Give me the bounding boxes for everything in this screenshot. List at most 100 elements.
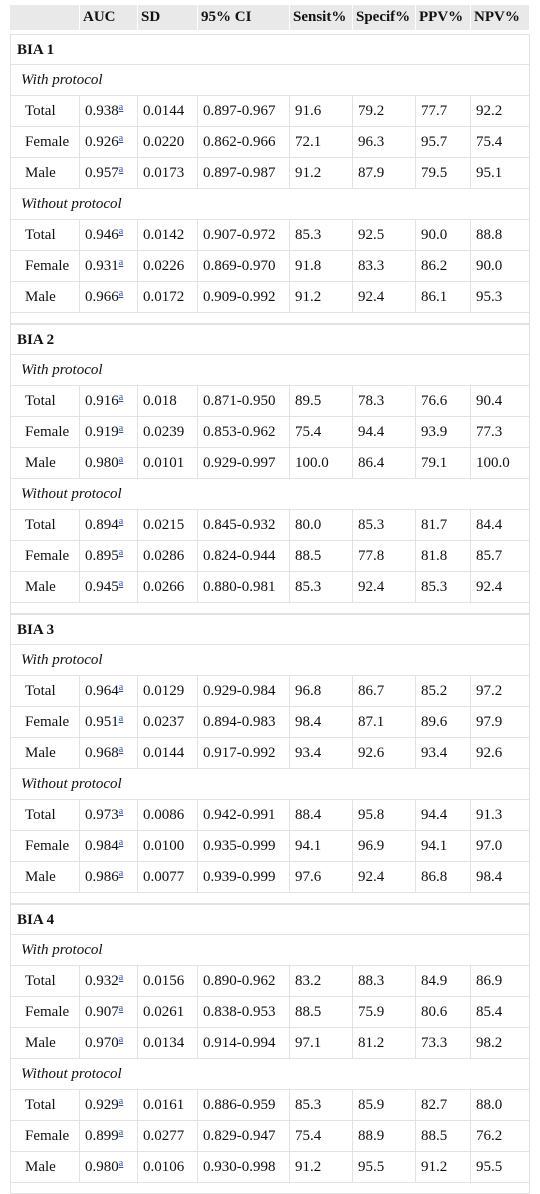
value-cell: 0.0173 — [138, 158, 198, 189]
value-cell: 0.930-0.998 — [198, 1152, 290, 1183]
value-cell: 89.6 — [416, 707, 471, 738]
value-cell: 0.0277 — [138, 1121, 198, 1152]
value-cell: 80.6 — [416, 997, 471, 1028]
footnote-link[interactable]: a — [118, 1034, 124, 1045]
footnote-link[interactable]: a — [118, 578, 124, 589]
value-cell: 95.1 — [471, 158, 530, 189]
row-label: Total — [10, 96, 80, 127]
value-cell: 0.0161 — [138, 1090, 198, 1121]
auc-value: 0.916 — [85, 393, 119, 409]
value-cell: 97.0 — [471, 831, 530, 862]
value-cell: 0.929-0.984 — [198, 676, 290, 707]
value-cell: 97.9 — [471, 707, 530, 738]
auc-cell: 0.964a — [80, 676, 138, 707]
auc-value: 0.907 — [85, 1004, 119, 1020]
value-cell: 85.9 — [353, 1090, 416, 1121]
row-label: Male — [10, 738, 80, 769]
value-cell: 89.5 — [290, 386, 353, 417]
footnote-link[interactable]: a — [118, 288, 124, 299]
value-cell: 77.8 — [353, 541, 416, 572]
group-title: With protocol — [10, 645, 530, 676]
footnote-link[interactable]: a — [118, 682, 124, 693]
auc-value: 0.931 — [85, 258, 119, 274]
value-cell: 85.3 — [290, 1090, 353, 1121]
value-cell: 88.4 — [290, 800, 353, 831]
value-cell: 93.9 — [416, 417, 471, 448]
row-label: Male — [10, 448, 80, 479]
footnote-link[interactable]: a — [118, 1127, 124, 1138]
value-cell: 88.5 — [290, 541, 353, 572]
footnote-link[interactable]: a — [118, 133, 124, 144]
value-cell: 91.6 — [290, 96, 353, 127]
row-label: Total — [10, 676, 80, 707]
section-title: BIA 2 — [10, 324, 530, 355]
value-cell: 90.0 — [416, 220, 471, 251]
value-cell: 0.897-0.987 — [198, 158, 290, 189]
auc-cell: 0.899a — [80, 1121, 138, 1152]
footnote-link[interactable]: a — [118, 392, 124, 403]
footnote-link[interactable]: a — [118, 868, 124, 879]
footnote-link[interactable]: a — [118, 972, 124, 983]
footnote-link[interactable]: a — [118, 516, 124, 527]
group-title: Without protocol — [10, 189, 530, 220]
value-cell: 0.0129 — [138, 676, 198, 707]
section-title: BIA 3 — [10, 614, 530, 645]
footnote-link[interactable]: a — [118, 547, 124, 558]
row-label: Male — [10, 158, 80, 189]
footnote-link[interactable]: a — [118, 102, 124, 113]
footnote-link[interactable]: a — [118, 257, 124, 268]
value-cell: 97.6 — [290, 862, 353, 893]
footnote-link[interactable]: a — [118, 1158, 124, 1169]
row-label: Male — [10, 862, 80, 893]
auc-value: 0.938 — [85, 103, 119, 119]
value-cell: 91.8 — [290, 251, 353, 282]
value-cell: 0.907-0.972 — [198, 220, 290, 251]
row-label: Female — [10, 997, 80, 1028]
value-cell: 94.4 — [353, 417, 416, 448]
row-label: Total — [10, 966, 80, 997]
header-cell: Specif% — [353, 5, 416, 30]
auc-cell: 0.945a — [80, 572, 138, 603]
header-cell: NPV% — [471, 5, 530, 30]
value-cell: 96.3 — [353, 127, 416, 158]
value-cell: 93.4 — [290, 738, 353, 769]
footnote-link[interactable]: a — [118, 164, 124, 175]
auc-cell: 0.926a — [80, 127, 138, 158]
footnote-link[interactable]: a — [118, 806, 124, 817]
value-cell: 0.935-0.999 — [198, 831, 290, 862]
value-cell: 0.0142 — [138, 220, 198, 251]
value-cell: 87.1 — [353, 707, 416, 738]
footnote-link[interactable]: a — [118, 454, 124, 465]
section-title: BIA 1 — [10, 34, 530, 65]
footnote-link[interactable]: a — [118, 837, 124, 848]
value-cell: 86.2 — [416, 251, 471, 282]
value-cell: 100.0 — [471, 448, 530, 479]
value-cell: 0.0101 — [138, 448, 198, 479]
value-cell: 0.0220 — [138, 127, 198, 158]
value-cell: 0.824-0.944 — [198, 541, 290, 572]
footnote-link[interactable]: a — [118, 423, 124, 434]
value-cell: 0.871-0.950 — [198, 386, 290, 417]
row-label: Female — [10, 1121, 80, 1152]
value-cell: 87.9 — [353, 158, 416, 189]
footnote-link[interactable]: a — [118, 744, 124, 755]
footnote-link[interactable]: a — [118, 226, 124, 237]
footnote-link[interactable]: a — [118, 713, 124, 724]
row-label: Total — [10, 1090, 80, 1121]
value-cell: 0.0156 — [138, 966, 198, 997]
auc-value: 0.895 — [85, 548, 119, 564]
value-cell: 90.4 — [471, 386, 530, 417]
footnote-link[interactable]: a — [118, 1096, 124, 1107]
auc-value: 0.894 — [85, 517, 119, 533]
auc-cell: 0.919a — [80, 417, 138, 448]
value-cell: 92.4 — [353, 572, 416, 603]
auc-cell: 0.970a — [80, 1028, 138, 1059]
footnote-link[interactable]: a — [118, 1003, 124, 1014]
value-cell: 83.2 — [290, 966, 353, 997]
value-cell: 96.9 — [353, 831, 416, 862]
row-label: Female — [10, 417, 80, 448]
row-label: Female — [10, 127, 80, 158]
value-cell: 88.8 — [471, 220, 530, 251]
value-cell: 0.942-0.991 — [198, 800, 290, 831]
